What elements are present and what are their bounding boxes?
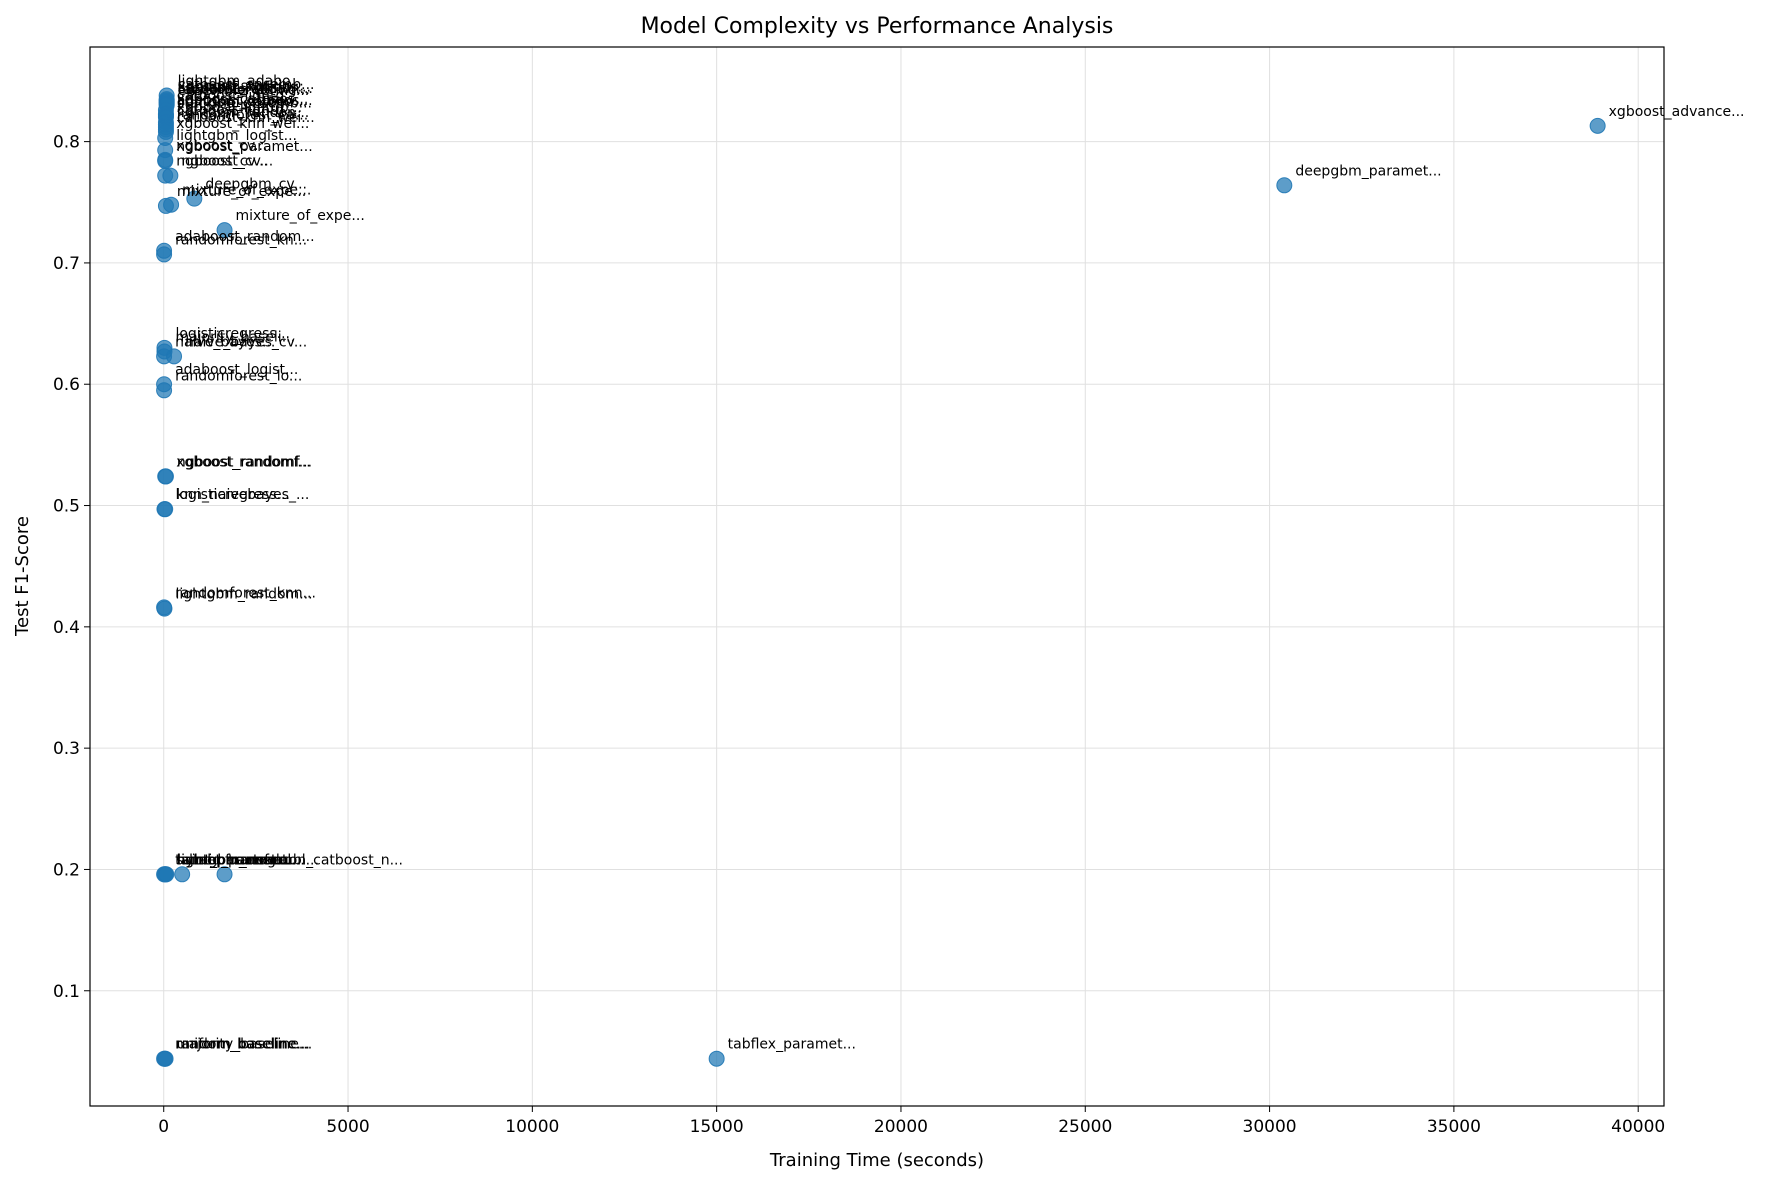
grid [90, 47, 1664, 1106]
x-tick-label: 0 [158, 1117, 169, 1137]
data-point-label: randomforest_knn... [175, 585, 316, 601]
point-labels: xgboost_advance... deepgbm_paramet...tabf… [175, 74, 1744, 1053]
data-point-label: logisticregress... [175, 326, 290, 342]
data-point-label: mixture_of_expe... [236, 208, 365, 224]
data-point [1276, 177, 1293, 194]
data-point-label: catboost_ensemb... [178, 77, 315, 93]
data-point-label: logisticregress... [175, 487, 290, 503]
data-point-label: adaboost_random... [175, 229, 315, 245]
data-point-label: tabflex_paramet... [728, 1037, 856, 1053]
data-point-label: knn_naivebayes_... [176, 487, 309, 503]
y-tick-label: 0.2 [53, 860, 80, 880]
data-point-label: xgboost_knn_wei... [176, 116, 309, 132]
data-point [1589, 117, 1606, 134]
data-point-label: autogluon_catboost_n... [236, 852, 403, 868]
data-point-label: xgboost_cv... [176, 138, 267, 154]
data-point-label: lightgbm_neural... [177, 852, 304, 868]
data-point [158, 866, 175, 883]
data-point-label: catboost_lightg... [177, 88, 298, 104]
plot-frame [89, 46, 1665, 1107]
data-point-label: lightgbm_adabo... [178, 74, 304, 90]
y-tick-label: 0.4 [53, 618, 80, 638]
y-tick-label: 0.6 [53, 375, 80, 395]
data-point-label: catboost_random... [178, 81, 313, 97]
data-point-label: catboost_lightg... [177, 103, 298, 119]
x-axis-ticks: 0 5000 10000 15000 20000 25000 30000 35000 40000 [158, 1106, 1665, 1137]
data-point-label: mixture_of_expe... [177, 184, 306, 200]
data-point [174, 866, 191, 883]
data-point [156, 246, 173, 263]
data-point-label: deepgbm_paramet... [1295, 163, 1441, 179]
x-tick-label: 40000 [1611, 1117, 1665, 1137]
data-point-label: tabnet_paramet... [175, 852, 301, 868]
data-point [157, 153, 174, 170]
data-point-label: randomforest_xg... [178, 82, 310, 98]
data-point-label: deepgbm_cv... [205, 177, 307, 193]
y-tick-label: 0.5 [53, 497, 80, 517]
data-point-label: stacking_ensemb... [177, 95, 312, 111]
data-point [216, 866, 233, 883]
data-point [166, 348, 183, 365]
data-point-label: majority_baseline... [175, 1037, 312, 1053]
data-point [162, 167, 179, 184]
x-tick-label: 10000 [505, 1117, 559, 1137]
data-point-label: ngboost_paramet... [176, 139, 312, 155]
data-point [216, 222, 233, 239]
data-point-label: catboost_knn_wei... [177, 110, 315, 126]
chart-title: Model Complexity vs Performance Analysis [641, 14, 1114, 39]
data-point [156, 600, 173, 617]
data-point-label: ngboost_randomf... [177, 454, 312, 470]
data-point-label: lightgbm_random... [175, 587, 312, 603]
data-point [157, 1050, 174, 1067]
data-point-label: randomforest_ca... [177, 107, 308, 123]
y-tick-label: 0.3 [53, 739, 80, 759]
data-point-label: naive_bayes... [175, 334, 275, 350]
data-point [157, 501, 174, 518]
data-point-label: lightgbm_randon... [177, 105, 309, 121]
data-point-label: adaboost_xgboos... [177, 93, 313, 109]
data-point [186, 190, 203, 207]
data-point [156, 382, 173, 399]
data-point-label: xgboost_randomf... [176, 454, 311, 470]
data-point-label: lightgbm_catboo... [177, 94, 307, 110]
x-tick-label: 25000 [1058, 1117, 1112, 1137]
data-point-label: random_baseline... [176, 1037, 309, 1053]
x-tick-label: 20000 [874, 1117, 928, 1137]
data-point-label: tabpfn_ensembl... [193, 852, 319, 868]
data-point-label: majority_baseli... [175, 329, 295, 345]
data-point-label: adaboost_logist... [175, 362, 298, 378]
data-point-label: xgboost_lightgb... [177, 100, 302, 116]
data-point [157, 197, 174, 214]
data-point-label: saint_paramet... [176, 852, 290, 868]
data-point [708, 1050, 725, 1067]
data-point-label: xgboost_stackin... [178, 78, 304, 94]
data-point-label: ngboost_cv... [176, 154, 268, 170]
data-point-label: ensemble_votinc... [178, 83, 310, 99]
data-point-label: mixture_of_expe... [182, 183, 311, 199]
y-tick-label: 0.7 [53, 254, 80, 274]
y-axis-ticks: 0.1 0.2 0.3 0.4 0.5 0.6 0.7 0.8 [53, 133, 90, 1002]
y-axis-label: Test F1-Score [12, 516, 33, 637]
data-points [156, 87, 1606, 1067]
data-point-label: xgboost_advance... [1609, 104, 1745, 120]
x-tick-label: 35000 [1427, 1117, 1481, 1137]
data-point-label: xgboost_catboos... [177, 92, 308, 108]
y-tick-label: 0.8 [53, 133, 80, 153]
data-point-label: lightgbm_logist... [176, 128, 297, 144]
x-axis-label: Training Time (seconds) [769, 1150, 984, 1171]
x-tick-label: 15000 [690, 1117, 744, 1137]
y-tick-label: 0.1 [53, 982, 80, 1002]
data-point-label: uniform_baseline... [177, 1037, 310, 1053]
data-point-label: randomforest_kn... [175, 232, 307, 248]
x-tick-label: 30000 [1243, 1117, 1297, 1137]
x-tick-label: 5000 [326, 1117, 369, 1137]
data-point-label: lightgbm_xgboos... [178, 80, 311, 96]
data-point [157, 468, 174, 485]
data-point-label: randomforest_lo... [175, 368, 302, 384]
data-point-label: hybrid_transfor... [177, 852, 296, 868]
data-point-label: naive_bayes_cv... [185, 334, 307, 350]
data-point-label: ngboost_cv... [181, 154, 273, 170]
